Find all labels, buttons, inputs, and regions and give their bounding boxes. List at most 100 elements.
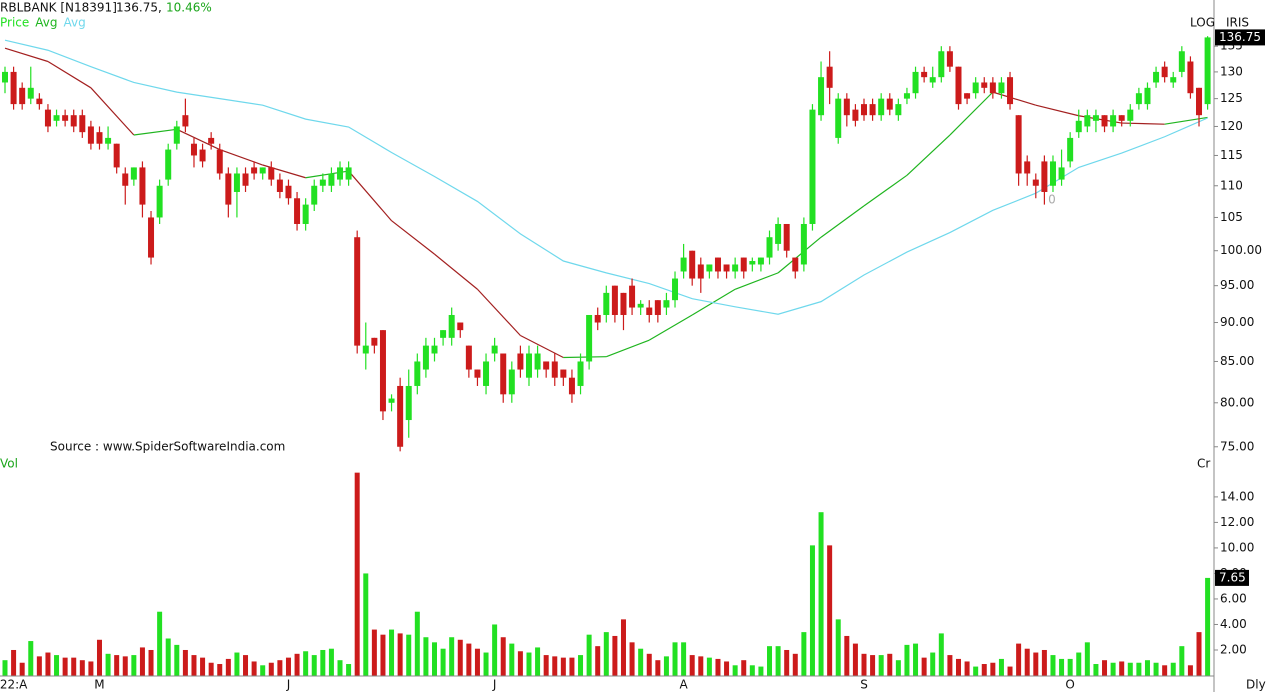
candle-body [637,303,644,308]
volume-bar [1127,662,1133,676]
y-tick-label: 105 [1220,210,1243,224]
volume-bar [11,649,17,676]
volume-bar [998,658,1004,676]
candle-body [27,87,34,99]
y-tick-label: 85.00 [1220,354,1254,368]
volume-bar [578,655,584,676]
volume-bar [913,643,919,676]
volume-bar [440,648,446,676]
volume-bar [1144,660,1150,676]
candle-body [371,337,378,346]
volume-bar [277,660,283,676]
volume-bar [371,629,377,676]
volume-bar [225,658,231,676]
candle-body [1101,115,1108,127]
candle-body [603,292,610,315]
candle-body [1032,179,1039,186]
indicator-label: IRIS [1226,16,1249,30]
candle-body [878,98,885,116]
volume-bar [844,635,850,676]
candle-body [431,345,438,354]
candle-body [414,361,421,386]
candle-body [689,250,696,279]
candle-body [319,179,326,186]
candle-body [1110,115,1117,127]
candle-body [53,115,60,121]
candle-body [534,353,541,370]
volume-bar [157,611,163,676]
volume-bar [311,655,317,676]
candle-body [139,167,146,205]
volume-bar [1187,665,1193,676]
moving-average-segment [863,174,908,207]
volume-bar [1033,652,1039,676]
volume-bar [397,633,403,676]
volume-bar [758,666,764,676]
candle-body [1007,77,1014,105]
candle-body [379,330,386,412]
candle-body [646,307,653,315]
y-tick-label: 90.00 [1220,315,1254,329]
candle-body [302,204,309,224]
candle-body [568,377,575,395]
volume-bar [346,664,352,676]
candle-body [654,300,661,315]
candle-body [835,98,842,138]
moving-average-segment [1035,104,1079,117]
volume-bar [526,652,532,676]
volume-bar [432,642,437,676]
y-tick-label: 125 [1220,91,1243,105]
volume-bar [878,655,884,676]
moving-average-segment [4,47,49,63]
moving-average-segment [1164,116,1208,125]
candle-body [328,173,335,186]
volume-bar [964,661,970,676]
candle-body [620,292,627,315]
volume-bar [337,660,343,676]
candle-body [560,369,567,378]
volume-bar [724,661,730,676]
candle-body [1058,167,1065,180]
candle-body [113,143,120,168]
volume-bar [1024,648,1030,676]
candle-body [199,149,206,162]
candle-body [800,223,807,265]
candle-body [225,173,232,205]
last-price-box [1215,29,1265,46]
candle-body [36,98,43,105]
candle-body [964,93,971,99]
volume-bar [930,652,936,676]
volume-bar [655,660,661,676]
candle-body [1178,51,1185,72]
candle-body [938,51,945,78]
candle-body [1161,66,1168,78]
volume-bar [509,643,515,676]
candle-body [981,82,988,88]
moving-average-segment [47,60,92,89]
candle-body [491,345,498,354]
volume-bar [328,648,334,676]
volume-bar [612,635,618,676]
candle-body [809,109,816,224]
moving-average-segment [563,356,607,359]
volume-bar [208,662,214,676]
volume-bar [217,664,223,676]
candle-body [2,71,8,83]
volume-bar [174,644,180,676]
volume-bar [79,660,85,676]
candle-body [955,66,962,105]
candle-body [1170,77,1177,83]
moving-average-segment [90,87,135,136]
volume-unit: Cr [1197,457,1210,471]
volume-bar [243,655,249,676]
candle-body [173,126,180,144]
candle-body [362,345,369,354]
volume-bar [88,661,94,676]
candle-body [732,264,739,272]
candle-body [483,361,490,386]
period-label: Dly [1246,678,1266,692]
candle-body [1092,115,1099,121]
volume-bar [749,665,755,676]
volume-tick-label: 14.00 [1220,489,1254,503]
